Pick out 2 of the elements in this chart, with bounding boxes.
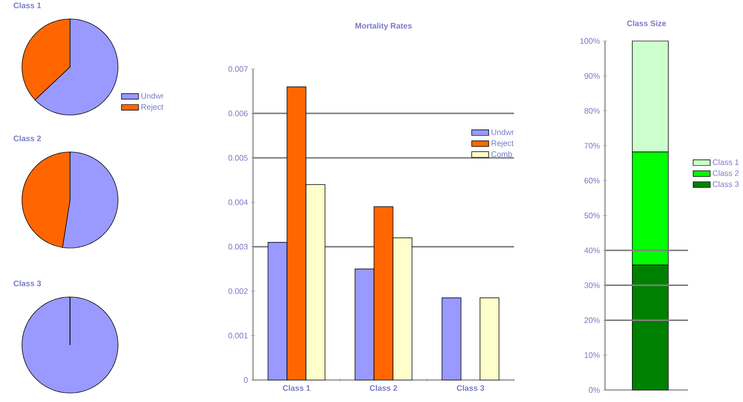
bar	[480, 298, 500, 380]
bar	[442, 298, 462, 380]
